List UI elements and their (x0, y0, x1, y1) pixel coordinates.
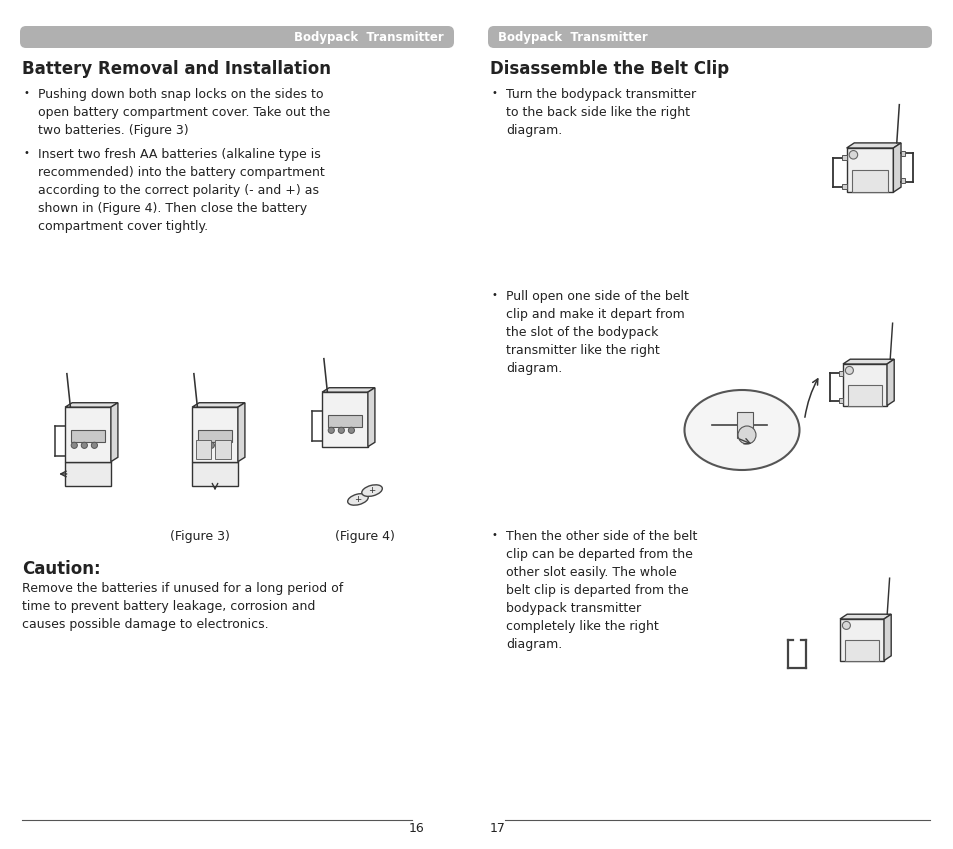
Bar (737, 412, 752, 438)
Polygon shape (322, 388, 375, 392)
Text: 17: 17 (490, 822, 505, 835)
Ellipse shape (347, 493, 368, 505)
Text: Battery Removal and Installation: Battery Removal and Installation (22, 60, 331, 78)
Circle shape (338, 427, 344, 433)
Bar (197, 430, 232, 442)
Polygon shape (192, 402, 245, 408)
Circle shape (841, 621, 849, 629)
Polygon shape (845, 143, 900, 148)
Text: Turn the bodypack transmitter
to the back side like the right
diagram.: Turn the bodypack transmitter to the bac… (505, 88, 696, 137)
Text: •: • (492, 88, 497, 98)
Polygon shape (842, 359, 893, 364)
Text: Remove the batteries if unused for a long period of
time to prevent battery leak: Remove the batteries if unused for a lon… (22, 582, 343, 631)
Polygon shape (192, 462, 237, 486)
Text: Caution:: Caution: (22, 560, 100, 578)
Bar (328, 415, 362, 427)
Circle shape (71, 442, 77, 448)
Text: Insert two fresh AA batteries (alkaline type is
recommended) into the battery co: Insert two fresh AA batteries (alkaline … (38, 148, 324, 233)
Polygon shape (845, 148, 892, 192)
Text: Then the other side of the belt
clip can be departed from the
other slot easily.: Then the other side of the belt clip can… (505, 530, 697, 651)
Polygon shape (65, 408, 111, 462)
Text: +: + (368, 486, 375, 495)
Circle shape (738, 426, 755, 444)
FancyBboxPatch shape (488, 26, 931, 48)
Polygon shape (237, 402, 245, 462)
Bar (214, 440, 231, 459)
Text: (Figure 3): (Figure 3) (170, 530, 230, 543)
Text: •: • (24, 88, 30, 98)
Circle shape (328, 427, 334, 433)
Text: •: • (492, 530, 497, 540)
Bar (195, 440, 212, 459)
Text: Disassemble the Belt Clip: Disassemble the Belt Clip (490, 60, 728, 78)
Polygon shape (111, 402, 118, 462)
Bar (841, 184, 845, 189)
Bar (838, 371, 842, 375)
Bar (851, 170, 887, 192)
Circle shape (81, 442, 88, 448)
Bar (838, 398, 842, 403)
Bar (71, 430, 105, 442)
Polygon shape (840, 614, 890, 619)
Text: Bodypack  Transmitter: Bodypack Transmitter (497, 31, 647, 43)
Polygon shape (886, 359, 893, 406)
Circle shape (218, 442, 224, 448)
Circle shape (198, 442, 204, 448)
Polygon shape (65, 462, 111, 486)
Circle shape (208, 442, 214, 448)
Text: 16: 16 (409, 822, 424, 835)
Circle shape (348, 427, 355, 433)
Bar (847, 385, 882, 406)
Text: +: + (354, 495, 361, 504)
Bar (841, 155, 845, 160)
Circle shape (848, 150, 857, 159)
Bar (900, 151, 904, 156)
Polygon shape (368, 388, 375, 447)
Polygon shape (842, 364, 886, 406)
Text: Pull open one side of the belt
clip and make it depart from
the slot of the body: Pull open one side of the belt clip and … (505, 290, 688, 375)
Polygon shape (65, 402, 118, 408)
Text: Pushing down both snap locks on the sides to
open battery compartment cover. Tak: Pushing down both snap locks on the side… (38, 88, 330, 137)
Circle shape (844, 367, 853, 374)
Bar (900, 178, 904, 183)
Polygon shape (883, 614, 890, 661)
Polygon shape (322, 392, 368, 447)
Polygon shape (192, 408, 237, 462)
Polygon shape (892, 143, 900, 192)
Ellipse shape (684, 390, 799, 470)
Text: •: • (492, 290, 497, 300)
Circle shape (91, 442, 97, 448)
Polygon shape (840, 619, 883, 661)
Text: •: • (24, 148, 30, 158)
Ellipse shape (361, 485, 382, 497)
FancyBboxPatch shape (20, 26, 454, 48)
Text: (Figure 4): (Figure 4) (335, 530, 395, 543)
Text: Bodypack  Transmitter: Bodypack Transmitter (294, 31, 443, 43)
Bar (844, 640, 879, 661)
